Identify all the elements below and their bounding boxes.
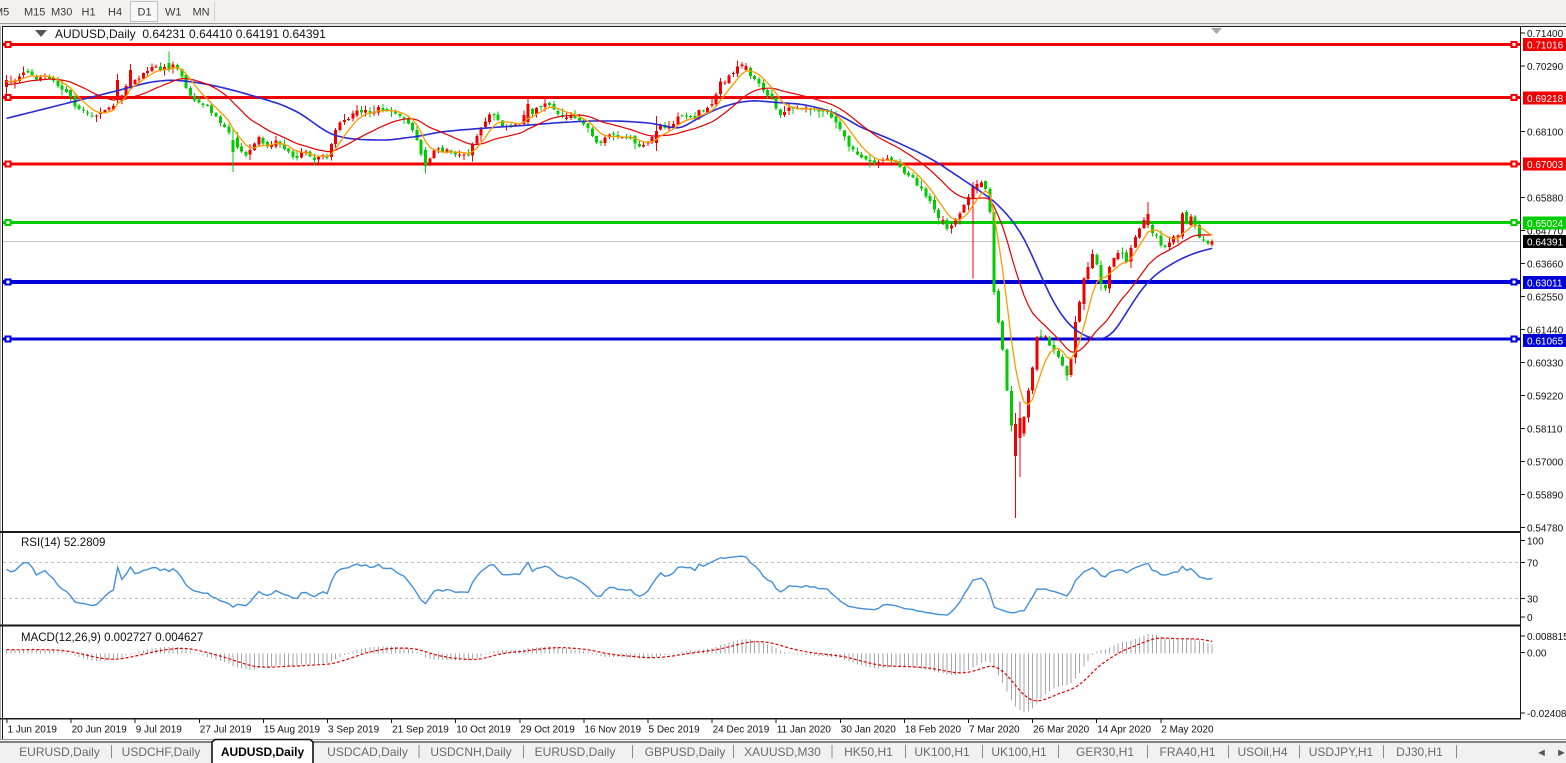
svg-text:0.54780: 0.54780 <box>1527 523 1564 534</box>
svg-text:0.71400: 0.71400 <box>1527 29 1564 40</box>
svg-text:FRA40,H1: FRA40,H1 <box>1159 745 1215 759</box>
svg-text:0.62550: 0.62550 <box>1527 292 1564 303</box>
svg-text:0.69218: 0.69218 <box>1527 94 1564 105</box>
svg-text:20 Jun 2019: 20 Jun 2019 <box>72 725 127 736</box>
svg-text:0.67003: 0.67003 <box>1527 160 1564 171</box>
svg-text:W1: W1 <box>165 7 182 19</box>
svg-text:M15: M15 <box>24 7 45 19</box>
svg-text:26 Mar 2020: 26 Mar 2020 <box>1033 725 1090 736</box>
svg-text:0.70290: 0.70290 <box>1527 62 1564 73</box>
svg-text:GER30,H1: GER30,H1 <box>1076 745 1134 759</box>
svg-text:27 Jul 2019: 27 Jul 2019 <box>200 725 252 736</box>
svg-text:MACD(12,26,9) 0.002727 0.00462: MACD(12,26,9) 0.002727 0.004627 <box>21 632 203 644</box>
svg-text:0.63660: 0.63660 <box>1527 259 1564 270</box>
svg-text:100: 100 <box>1527 537 1544 548</box>
svg-text:9 Jul 2019: 9 Jul 2019 <box>136 725 183 736</box>
svg-text:0.63011: 0.63011 <box>1527 279 1563 290</box>
svg-text:EURUSD,Daily: EURUSD,Daily <box>535 745 616 759</box>
svg-text:AUDUSD,Daily 0.64231 0.64410: AUDUSD,Daily 0.64231 0.64410 0.64191 0.6… <box>55 27 326 41</box>
svg-text:14 Apr 2020: 14 Apr 2020 <box>1097 725 1151 736</box>
svg-text:0.57000: 0.57000 <box>1527 457 1564 468</box>
svg-text:0.00: 0.00 <box>1527 649 1547 660</box>
svg-text:◄: ◄ <box>1536 747 1547 759</box>
svg-text:29 Oct 2019: 29 Oct 2019 <box>520 725 575 736</box>
svg-text:30: 30 <box>1527 594 1539 605</box>
svg-text:1 Jun 2019: 1 Jun 2019 <box>8 725 58 736</box>
svg-text:0.65880: 0.65880 <box>1527 193 1564 204</box>
svg-text:0: 0 <box>1527 613 1533 624</box>
svg-text:M5: M5 <box>0 7 9 19</box>
svg-text:11 Jan 2020: 11 Jan 2020 <box>777 725 832 736</box>
svg-text:0.58110: 0.58110 <box>1527 424 1563 435</box>
svg-text:30 Jan 2020: 30 Jan 2020 <box>841 725 896 736</box>
svg-text:►: ► <box>1556 747 1566 759</box>
svg-text:HK50,H1: HK50,H1 <box>844 745 893 759</box>
svg-text:H1: H1 <box>82 7 96 19</box>
svg-text:GBPUSD,Daily: GBPUSD,Daily <box>645 745 726 759</box>
svg-text:21 Sep 2019: 21 Sep 2019 <box>392 725 449 736</box>
svg-text:2 May 2020: 2 May 2020 <box>1161 725 1214 736</box>
svg-text:USDCNH,Daily: USDCNH,Daily <box>430 745 511 759</box>
svg-text:D1: D1 <box>138 7 152 19</box>
svg-text:AUDUSD,Daily: AUDUSD,Daily <box>221 745 305 759</box>
svg-text:15 Aug 2019: 15 Aug 2019 <box>264 725 321 736</box>
svg-text:24 Dec 2019: 24 Dec 2019 <box>713 725 770 736</box>
svg-text:18 Feb 2020: 18 Feb 2020 <box>905 725 962 736</box>
svg-text:0.55890: 0.55890 <box>1527 490 1564 501</box>
svg-text:16 Nov 2019: 16 Nov 2019 <box>584 725 641 736</box>
svg-text:0.61065: 0.61065 <box>1527 337 1564 348</box>
svg-text:USDCAD,Daily: USDCAD,Daily <box>327 745 408 759</box>
svg-text:0.61440: 0.61440 <box>1527 325 1564 336</box>
svg-text:UK100,H1: UK100,H1 <box>914 745 970 759</box>
svg-text:DJ30,H1: DJ30,H1 <box>1396 745 1443 759</box>
svg-text:3 Sep 2019: 3 Sep 2019 <box>328 725 380 736</box>
svg-text:0.64770: 0.64770 <box>1527 226 1564 237</box>
svg-text:7 Mar 2020: 7 Mar 2020 <box>969 725 1020 736</box>
svg-text:USDCHF,Daily: USDCHF,Daily <box>122 745 201 759</box>
svg-text:10 Oct 2019: 10 Oct 2019 <box>456 725 511 736</box>
svg-text:0.71016: 0.71016 <box>1527 41 1564 52</box>
svg-text:70: 70 <box>1527 558 1539 569</box>
svg-text:0.68100: 0.68100 <box>1527 127 1564 138</box>
svg-text:0.008815: 0.008815 <box>1527 632 1566 643</box>
svg-text:0.60330: 0.60330 <box>1527 358 1564 369</box>
svg-text:XAUUSD,M30: XAUUSD,M30 <box>744 745 821 759</box>
svg-text:-0.024082: -0.024082 <box>1527 709 1566 720</box>
svg-text:EURUSD,Daily: EURUSD,Daily <box>19 745 100 759</box>
svg-text:M30: M30 <box>51 7 72 19</box>
svg-text:H4: H4 <box>108 7 122 19</box>
svg-text:MN: MN <box>193 7 210 19</box>
svg-text:0.64391: 0.64391 <box>1527 238 1564 249</box>
svg-text:USOil,H4: USOil,H4 <box>1237 745 1287 759</box>
svg-text:0.59220: 0.59220 <box>1527 391 1564 402</box>
svg-text:USDJPY,H1: USDJPY,H1 <box>1309 745 1374 759</box>
svg-text:0.65024: 0.65024 <box>1527 219 1564 230</box>
svg-text:UK100,H1: UK100,H1 <box>991 745 1047 759</box>
svg-text:5 Dec 2019: 5 Dec 2019 <box>649 725 701 736</box>
svg-text:RSI(14) 52.2809: RSI(14) 52.2809 <box>21 537 105 549</box>
